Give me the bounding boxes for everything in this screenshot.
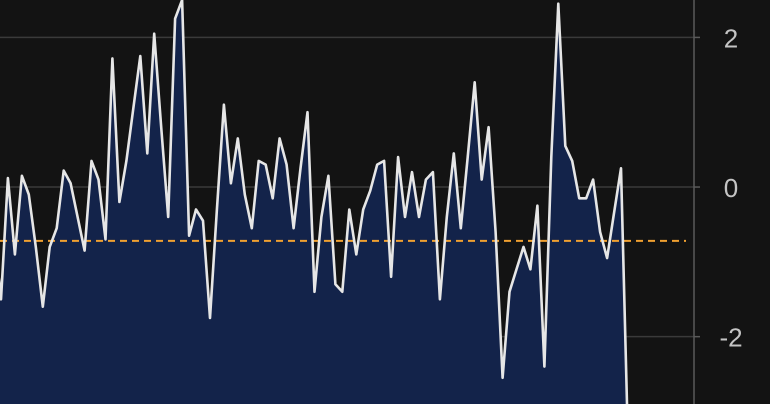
y-tick-label: 0 <box>724 173 738 203</box>
area-fill <box>0 0 627 404</box>
y-tick-label: 2 <box>724 23 738 53</box>
y-tick-label: -2 <box>719 323 742 353</box>
series-line <box>0 0 629 404</box>
line-series <box>0 0 629 404</box>
y-axis-ticks: 2 0 -2 <box>694 23 743 353</box>
area-series <box>0 0 627 404</box>
